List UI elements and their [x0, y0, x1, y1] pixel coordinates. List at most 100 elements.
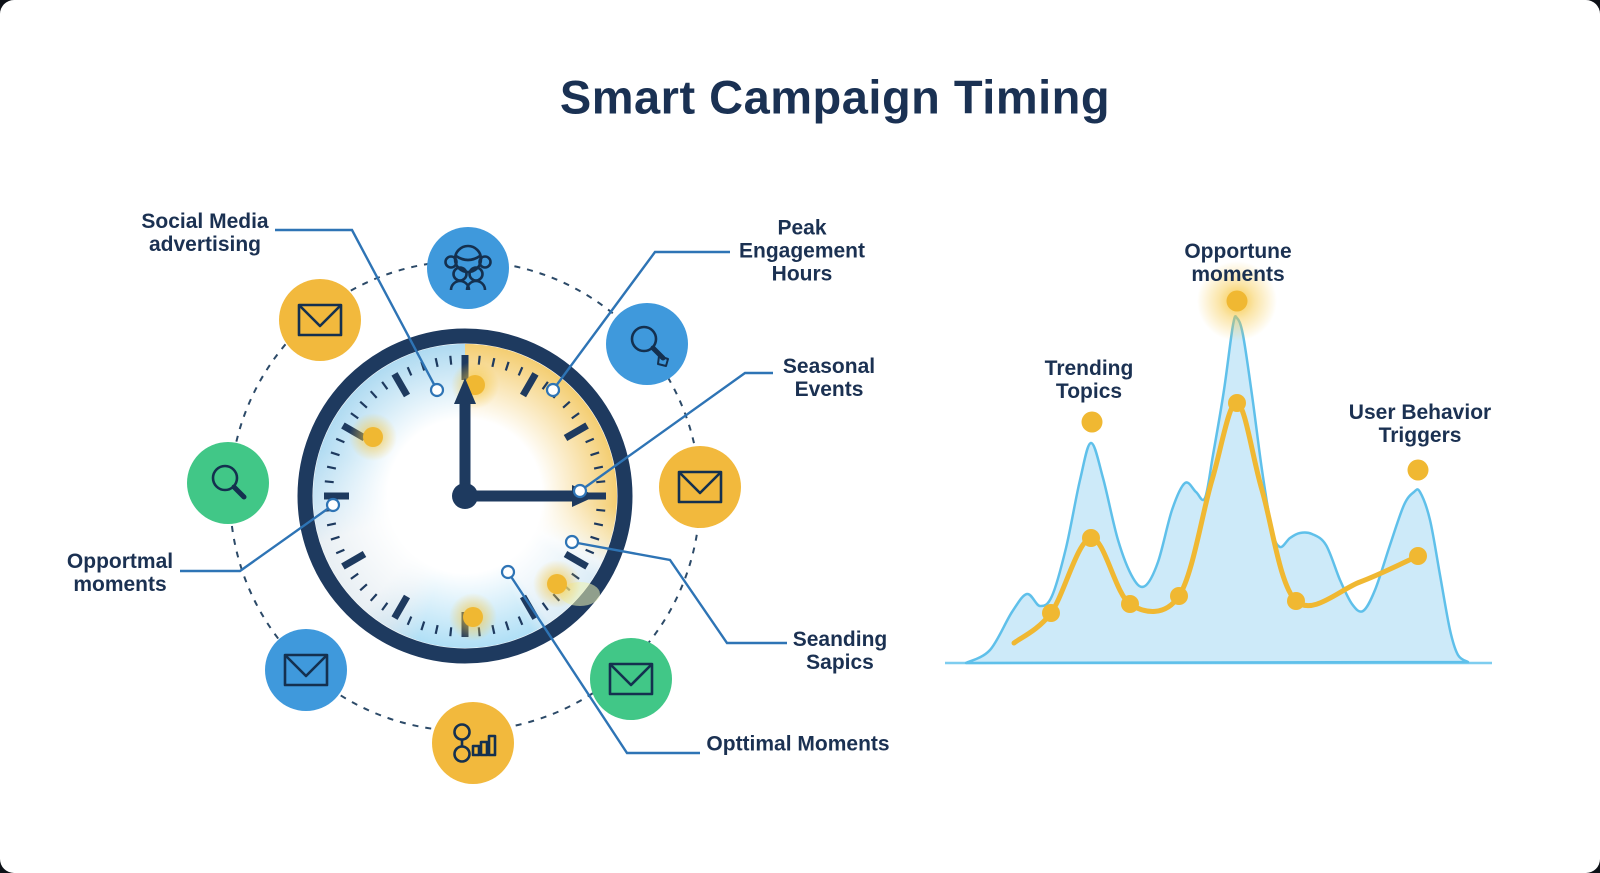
- clock-ring: [297, 328, 633, 664]
- hour-tick: [391, 594, 411, 620]
- trend-dot: [1228, 394, 1246, 412]
- icon-circle: [187, 442, 269, 524]
- magnifier-icon: [211, 464, 247, 500]
- analytics-icon: [453, 723, 497, 763]
- minute-tick: [491, 357, 496, 368]
- minute-tick: [590, 451, 600, 457]
- envelope-icon: [608, 662, 654, 696]
- minute-tick: [350, 572, 359, 580]
- clock-glow-dot: [363, 427, 383, 447]
- magnifier-cursor-icon: [630, 325, 669, 367]
- envelope-icon: [297, 303, 343, 337]
- minute-tick: [406, 616, 413, 626]
- minute-tick: [381, 602, 389, 611]
- icon-circle: [427, 227, 509, 309]
- annotation-dot: [1407, 459, 1429, 481]
- icon-circle: [265, 629, 347, 711]
- chart-annotation-1: Opportune moments: [1184, 240, 1292, 286]
- connector-anchor-peak-engagement-hours: [545, 382, 561, 398]
- minute-tick: [434, 624, 439, 635]
- connector-anchor-seanding-sapics: [564, 534, 580, 550]
- minute-tick: [326, 465, 337, 470]
- trend-dot: [1170, 587, 1188, 605]
- label-seanding-sapics: Seanding Sapics: [792, 628, 888, 674]
- icon-circle: [590, 638, 672, 720]
- minute-tick: [335, 437, 345, 444]
- minute-tick: [381, 381, 389, 390]
- orbit-icon-magnifier: [187, 442, 269, 524]
- icon-circle: [606, 303, 688, 385]
- minute-tick: [330, 535, 340, 541]
- connector-anchor-opportmal-moments: [325, 497, 341, 513]
- trend-dot: [1082, 529, 1100, 547]
- engagement-area-curve: [964, 315, 1470, 665]
- hour-tick: [563, 422, 589, 442]
- minute-tick: [449, 627, 453, 637]
- minute-tick: [324, 480, 334, 484]
- minute-tick: [517, 616, 524, 626]
- minute-tick: [326, 522, 337, 527]
- label-opttimal-moments: Opttimal Moments: [706, 732, 890, 756]
- minute-tick: [504, 361, 510, 371]
- hour-tick: [563, 550, 589, 570]
- trend-dot: [1287, 592, 1305, 610]
- connector-anchor-social-media-advertising: [429, 382, 445, 398]
- envelope-icon: [283, 653, 329, 687]
- minute-tick: [350, 412, 359, 420]
- label-social-media-advertising: Social Media advertising: [141, 210, 269, 256]
- minute-tick: [571, 412, 580, 420]
- annotation-dot: [1226, 290, 1248, 312]
- connector-opportmal-moments: [180, 504, 334, 573]
- icon-circle: [659, 446, 741, 528]
- annotation-dot: [1081, 411, 1103, 433]
- connector-seanding-sapics: [571, 540, 787, 645]
- label-opportmal-moments: Opportmal moments: [66, 550, 174, 596]
- label-seasonal-events: Seasonal Events: [782, 355, 876, 401]
- trend-dot: [1042, 604, 1060, 622]
- connector-opttimal-moments: [506, 571, 700, 755]
- connector-social-media-advertising: [275, 228, 439, 391]
- icon-circle: [279, 279, 361, 361]
- orbit-icon-envelope: [279, 279, 361, 361]
- orbit-icon-envelope: [590, 638, 672, 720]
- orbit-icon-envelope: [659, 446, 741, 528]
- minute-tick: [434, 357, 439, 368]
- clock-glow-dot: [463, 607, 483, 627]
- minute-tick: [359, 583, 368, 592]
- clock-glow-dot: [547, 574, 567, 594]
- minute-tick: [504, 621, 510, 631]
- minute-tick: [541, 381, 549, 390]
- connector-peak-engagement-hours: [552, 250, 730, 391]
- minute-tick: [369, 390, 378, 399]
- minute-tick: [449, 355, 453, 365]
- minute-tick: [420, 621, 426, 631]
- minute-tick: [590, 535, 600, 541]
- minute-hand-arrow: [454, 378, 476, 404]
- trend-dot: [1121, 595, 1139, 613]
- minute-tick: [359, 400, 368, 409]
- page-title: Smart Campaign Timing: [559, 70, 1111, 124]
- minute-tick: [330, 451, 340, 457]
- connector-anchor-opttimal-moments: [500, 564, 516, 580]
- audience-icon: [444, 244, 492, 291]
- chart-annotation-2: User Behavior Triggers: [1348, 401, 1492, 447]
- minute-tick: [593, 522, 604, 527]
- minute-tick: [541, 602, 549, 611]
- minute-tick: [593, 465, 604, 470]
- hour-tick: [519, 372, 539, 398]
- minute-tick: [517, 366, 524, 376]
- minute-tick: [369, 593, 378, 602]
- minute-tick: [596, 480, 606, 484]
- minute-tick: [562, 400, 571, 409]
- hour-tick: [341, 550, 367, 570]
- envelope-icon: [677, 470, 723, 504]
- connector-seasonal-events: [579, 371, 773, 492]
- minute-tick: [585, 548, 595, 555]
- trend-dot: [1409, 547, 1427, 565]
- minute-tick: [585, 437, 595, 444]
- minute-tick: [406, 366, 413, 376]
- clock-center-dot: [452, 483, 478, 509]
- hour-tick: [391, 372, 411, 398]
